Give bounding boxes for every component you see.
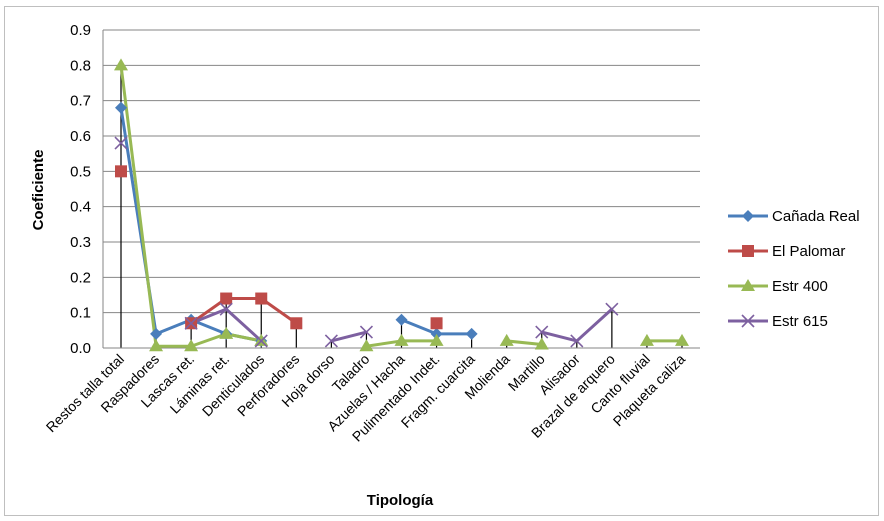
y-tick-label: 0.1 bbox=[70, 305, 91, 322]
data-point bbox=[115, 101, 127, 114]
data-point bbox=[429, 333, 444, 346]
data-point bbox=[359, 339, 374, 352]
data-point bbox=[359, 325, 374, 339]
marker-stroke bbox=[254, 334, 268, 348]
marker-stroke bbox=[114, 136, 128, 150]
series-markers bbox=[114, 58, 689, 352]
y-tick-label: 0.9 bbox=[70, 22, 91, 39]
axes bbox=[102, 30, 700, 349]
series-line bbox=[190, 297, 298, 325]
y-tick-label: 0.0 bbox=[70, 340, 91, 357]
data-point bbox=[570, 334, 584, 348]
marker-stroke bbox=[359, 325, 374, 339]
y-tick-label: 0.8 bbox=[70, 57, 91, 74]
marker-stroke bbox=[324, 334, 338, 348]
data-point bbox=[219, 326, 234, 339]
data-point bbox=[605, 302, 619, 316]
legend-label: Estr 400 bbox=[772, 278, 828, 295]
data-point bbox=[639, 333, 654, 346]
legend-item: Estr 400 bbox=[728, 278, 828, 295]
y-tick-label: 0.2 bbox=[70, 269, 91, 286]
data-point bbox=[184, 339, 199, 352]
chart-frame bbox=[4, 6, 879, 516]
data-point bbox=[465, 327, 478, 340]
data-point bbox=[220, 292, 233, 305]
x-axis-title: Tipología bbox=[367, 492, 434, 509]
marker-stroke bbox=[219, 302, 233, 316]
y-tick-label: 0.7 bbox=[70, 93, 91, 110]
gridlines bbox=[103, 29, 700, 314]
legend-item: El Palomar bbox=[728, 243, 845, 260]
marker-stroke bbox=[184, 316, 198, 330]
data-point bbox=[114, 58, 128, 71]
series-line bbox=[331, 330, 367, 343]
data-point bbox=[394, 333, 409, 346]
data-point bbox=[499, 333, 514, 346]
legend-label: Cañada Real bbox=[772, 208, 860, 225]
data-point bbox=[114, 136, 128, 150]
legend-item: Cañada Real bbox=[728, 208, 860, 225]
y-axis-title: Coeficiente bbox=[30, 150, 47, 231]
y-tick-labels: 0.0 0.1 0.2 0.3 0.4 0.5 0.6 0.7 0.8 0.9 bbox=[70, 22, 91, 357]
legend: Cañada Real El Palomar Estr 400 Estr 615 bbox=[728, 208, 860, 330]
marker-stroke bbox=[741, 314, 755, 328]
data-point bbox=[150, 327, 163, 340]
data-point bbox=[254, 334, 268, 348]
legend-label: Estr 615 bbox=[772, 313, 828, 330]
series-line bbox=[506, 339, 542, 346]
legend-marker bbox=[741, 279, 755, 291]
data-point bbox=[219, 302, 233, 316]
legend-marker bbox=[742, 245, 754, 257]
y-tick-label: 0.3 bbox=[70, 234, 91, 251]
data-point bbox=[535, 325, 549, 339]
y-tick-label: 0.6 bbox=[70, 128, 91, 145]
data-point bbox=[149, 339, 164, 352]
data-point bbox=[324, 334, 338, 348]
series-line bbox=[541, 308, 613, 343]
marker-stroke bbox=[570, 334, 584, 348]
legend-marker bbox=[741, 314, 755, 328]
data-point bbox=[430, 317, 443, 330]
data-point bbox=[395, 313, 408, 326]
legend-marker bbox=[742, 210, 754, 222]
data-point bbox=[184, 316, 198, 330]
data-point bbox=[290, 317, 303, 330]
data-point bbox=[255, 292, 268, 305]
legend-item: Estr 615 bbox=[728, 313, 828, 330]
marker-stroke bbox=[535, 325, 549, 339]
y-tick-label: 0.5 bbox=[70, 163, 91, 180]
data-point bbox=[115, 165, 127, 178]
series-line bbox=[119, 65, 262, 348]
marker-stroke bbox=[605, 302, 619, 316]
data-point bbox=[534, 337, 549, 350]
series-lines bbox=[119, 65, 682, 348]
data-point bbox=[430, 327, 443, 340]
legend-label: El Palomar bbox=[772, 243, 845, 260]
data-point bbox=[675, 333, 689, 346]
y-tick-label: 0.4 bbox=[70, 199, 91, 216]
